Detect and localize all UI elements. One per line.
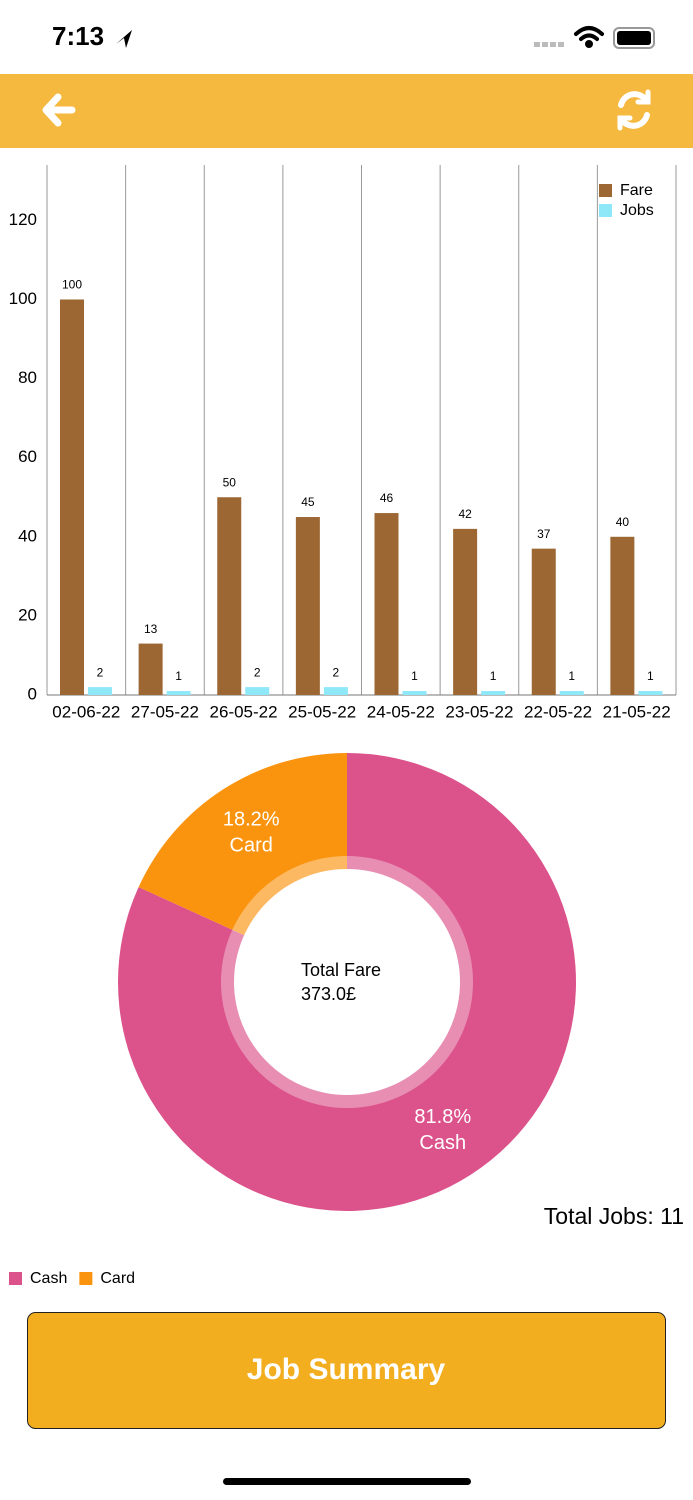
center-label: 373.0£ [301,984,356,1004]
bar [217,497,242,695]
legend-swatch [79,1272,93,1285]
data-label: 1 [568,669,575,683]
bar [638,691,663,695]
data-label: 1 [175,669,182,683]
bar [531,548,556,695]
data-label: 2 [97,665,104,679]
legend-label: Card [100,1270,135,1287]
legend-label: Fare [620,182,653,199]
bar [166,691,191,695]
refresh-button[interactable] [617,89,651,131]
legend-swatch [599,184,612,197]
bar [295,517,320,695]
x-tick-label: 22-05-22 [524,702,592,721]
x-tick-label: 27-05-22 [131,702,199,721]
back-button[interactable] [42,93,76,127]
legend-label: Jobs [620,202,654,219]
slice-name: Cash [419,1132,466,1154]
data-label: 1 [411,669,418,683]
x-tick-label: 21-05-22 [603,702,671,721]
data-label: 2 [254,665,261,679]
x-tick-label: 25-05-22 [288,702,356,721]
battery-icon [613,27,655,49]
legend-label: Cash [30,1270,67,1287]
data-label: 42 [458,507,472,521]
bar [453,528,478,695]
data-label: 46 [380,491,394,505]
legend-swatch [9,1272,22,1285]
bar [610,536,635,695]
y-tick-label: 20 [18,605,37,624]
legend-swatch [599,204,612,217]
data-label: 100 [62,278,82,292]
total-jobs: Total Jobs: 11 [544,1203,684,1229]
battery-level [617,31,651,45]
job-summary-button[interactable] [27,1312,666,1429]
center-label: Total Fare [301,960,381,980]
x-tick-label: 23-05-22 [445,702,513,721]
slice-percent: 18.2% [223,808,280,830]
y-tick-label: 40 [18,526,37,545]
bar [374,513,399,695]
donut-hole [234,869,460,1095]
bar [323,687,348,695]
x-tick-label: 26-05-22 [210,702,278,721]
y-tick-label: 100 [9,289,37,308]
bar [559,691,584,695]
data-label: 37 [537,527,551,541]
data-label: 1 [647,669,654,683]
wifi-icon [574,26,604,48]
bar [245,687,270,695]
signal-icon [534,42,564,47]
bar [60,299,84,695]
slice-name: Card [230,834,273,856]
y-tick-label: 80 [18,368,37,387]
location-icon [116,30,132,48]
y-tick-label: 60 [18,447,37,466]
toolbar [0,74,693,148]
y-tick-label: 0 [28,684,37,703]
bar [402,691,427,695]
status-time: 7:13 [52,21,104,51]
data-label: 13 [144,622,158,636]
bar [88,687,112,695]
data-label: 40 [616,515,630,529]
data-label: 50 [223,475,237,489]
button-label: Job Summary [247,1353,446,1386]
bar [138,643,163,695]
data-label: 1 [490,669,497,683]
slice-percent: 81.8% [414,1106,471,1128]
data-label: 2 [333,665,340,679]
bar [481,691,506,695]
x-tick-label: 02-06-22 [52,702,120,721]
y-tick-label: 120 [9,210,37,229]
home-indicator [223,1478,471,1485]
data-label: 45 [301,495,315,509]
x-tick-label: 24-05-22 [367,702,435,721]
